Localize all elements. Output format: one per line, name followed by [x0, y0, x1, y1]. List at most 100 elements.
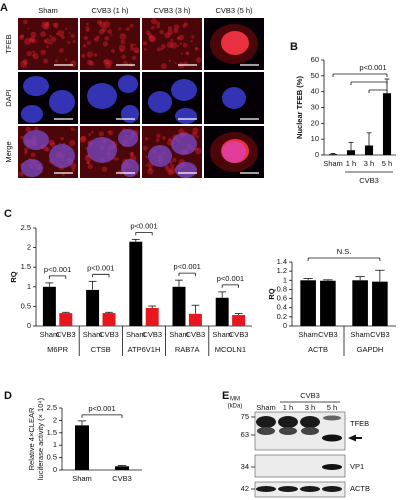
signal: [80, 135, 86, 141]
signal: [54, 25, 58, 29]
panel-label: C: [4, 208, 12, 220]
signal: [108, 130, 114, 136]
bar: [372, 281, 388, 326]
nucleus: [175, 108, 197, 124]
signal: [167, 29, 174, 36]
mm-label: (kDa): [228, 404, 243, 410]
signal: [115, 157, 119, 161]
blot-band: [278, 416, 298, 428]
x-tick-label: CTSB: [91, 345, 111, 354]
signal: [72, 39, 76, 44]
micrograph: [80, 18, 140, 70]
signal: [57, 29, 65, 37]
row-label: Merge: [4, 141, 13, 162]
y-tick-label: 1: [27, 282, 31, 291]
y-tick-label: 0.8: [277, 284, 287, 293]
bar: [42, 286, 56, 326]
signal: [164, 164, 169, 169]
signal: [31, 39, 37, 44]
signal: [170, 38, 174, 42]
signal: [52, 22, 57, 27]
signal: [89, 60, 95, 66]
signal: [168, 59, 172, 63]
blot-band: [322, 434, 342, 442]
blot-band: [279, 427, 297, 435]
nucleus: [87, 83, 117, 109]
bar: [300, 280, 316, 326]
signal: [120, 48, 124, 53]
y-axis-label: luciferase activity (× 10⁴): [36, 397, 45, 480]
annotation: p<0.001: [359, 63, 386, 72]
signal: [195, 147, 199, 151]
signal: [159, 29, 164, 35]
series-label: Sham: [350, 330, 370, 339]
micrograph: [204, 18, 264, 70]
signal: [43, 23, 50, 30]
annotation: p<0.001: [44, 265, 71, 274]
nucleus: [23, 130, 49, 150]
micrograph: [18, 18, 78, 70]
signal: [86, 40, 91, 46]
blot-band: [301, 427, 319, 435]
signal: [46, 45, 49, 49]
image-bg: [18, 18, 78, 70]
signal: [156, 47, 161, 52]
signal: [40, 49, 46, 55]
series-label: CVB3: [142, 330, 162, 339]
signal: [60, 136, 64, 141]
y-axis-label: RQ: [9, 271, 18, 282]
signal: [195, 57, 202, 63]
signal: [150, 18, 158, 25]
y-tick-label: 20: [311, 118, 319, 127]
blot: [254, 454, 346, 478]
y-tick-label: 50: [311, 71, 319, 80]
marker-label: 75: [241, 412, 249, 421]
y-tick-label: 2: [53, 415, 57, 424]
signal: [107, 130, 111, 134]
signal: [148, 36, 152, 39]
signal: [129, 23, 134, 28]
panel-label: A: [0, 2, 8, 14]
signal: [166, 41, 174, 48]
signal: [86, 22, 89, 26]
signal: [173, 24, 180, 30]
signal: [24, 150, 28, 153]
signal: [129, 43, 134, 48]
column-label: Sham: [38, 6, 58, 15]
signal: [173, 28, 179, 34]
micrograph: [18, 72, 78, 124]
micrograph: [204, 72, 264, 124]
signal: [110, 49, 115, 53]
signal: [29, 36, 36, 42]
signal: [156, 24, 161, 29]
signal: [170, 163, 175, 168]
signal: [93, 53, 98, 57]
signal: [119, 33, 127, 40]
micrograph: [204, 126, 264, 178]
panel-label: D: [4, 390, 12, 402]
signal: [135, 49, 138, 53]
signal: [18, 171, 24, 177]
blot-band: [256, 486, 276, 492]
signal: [50, 142, 56, 148]
nucleus: [121, 105, 139, 123]
signal: [191, 131, 198, 138]
signal: [86, 161, 90, 165]
signal: [70, 60, 77, 67]
annotation: N.S.: [337, 247, 352, 256]
bar: [352, 280, 368, 326]
signal: [60, 35, 65, 40]
signal: [23, 147, 28, 152]
signal: [101, 166, 108, 173]
signal: [148, 167, 153, 171]
signal: [177, 44, 180, 47]
signal: [191, 35, 195, 39]
signal: [40, 31, 47, 38]
series-label: CVB3: [99, 330, 119, 339]
signal: [123, 60, 128, 66]
signal: [185, 51, 189, 55]
micrograph: [79, 126, 140, 178]
blot-band: [323, 415, 341, 421]
signal: [174, 61, 177, 65]
